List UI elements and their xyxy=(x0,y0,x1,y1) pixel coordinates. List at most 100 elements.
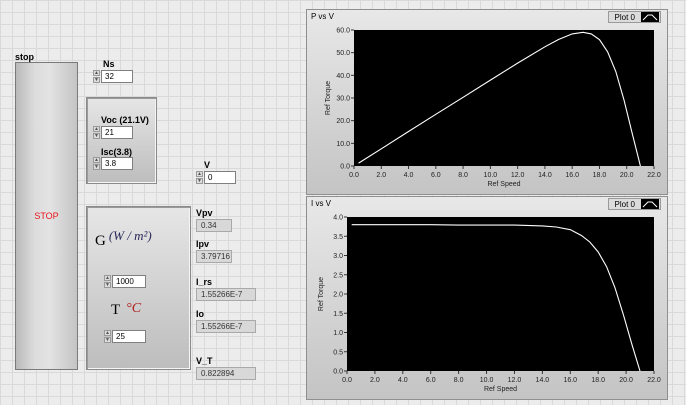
pv-x-tick-label: 4.0 xyxy=(404,172,414,179)
isc-spinner[interactable]: ▲ ▼ xyxy=(93,157,100,170)
pv-x-tick-label: 20.0 xyxy=(620,172,634,179)
iv-x-axis-label: Ref Speed xyxy=(484,386,517,393)
stop-label: stop xyxy=(15,52,34,62)
pv-plot-area[interactable] xyxy=(354,30,654,166)
pv-x-tick-label: 12.0 xyxy=(511,172,525,179)
pv-y-tick-label: 60.0 xyxy=(336,28,350,35)
ipv-indicator: 3.79716 xyxy=(196,250,232,263)
isc-label: Isc(3.8) xyxy=(101,147,133,157)
v-input[interactable] xyxy=(204,171,236,184)
decrement-icon[interactable]: ▼ xyxy=(93,133,100,139)
voc-label: Voc (21.1V) xyxy=(101,115,149,125)
iv-x-tick-label: 10.0 xyxy=(480,377,494,384)
pv-y-tick-label: 20.0 xyxy=(336,118,350,125)
pv-x-tick-label: 22.0 xyxy=(647,172,661,179)
ipv-label: Ipv xyxy=(196,239,210,249)
t-input[interactable] xyxy=(112,330,146,343)
g-unit: (W / m²) xyxy=(108,228,152,243)
pv-legend-label: Plot 0 xyxy=(614,12,635,22)
iv-y-tick-label: 1.5 xyxy=(333,311,343,318)
iv-y-tick-label: 3.5 xyxy=(333,234,343,241)
isc-control: ▲ ▼ xyxy=(93,157,133,170)
increment-icon[interactable]: ▲ xyxy=(196,171,203,177)
t-spinner[interactable]: ▲ ▼ xyxy=(104,330,111,343)
iv-x-tick-label: 12.0 xyxy=(508,377,522,384)
stop-button-text: STOP xyxy=(34,211,59,221)
ns-input[interactable] xyxy=(101,70,133,83)
vpv-indicator: 0.34 xyxy=(196,219,232,232)
irradiance-heading: G (W / m²) xyxy=(95,228,152,250)
iv-y-tick-label: 0.5 xyxy=(333,349,343,356)
i-rs-label: I_rs xyxy=(196,277,213,287)
iv-plot-area[interactable] xyxy=(347,217,654,371)
iv-x-tick-label: 0.0 xyxy=(342,377,352,384)
g-control: ▲ ▼ xyxy=(104,275,146,288)
pv-x-tick-label: 18.0 xyxy=(593,172,607,179)
io-label: Io xyxy=(196,309,204,319)
increment-icon[interactable]: ▲ xyxy=(104,330,111,336)
increment-icon[interactable]: ▲ xyxy=(93,70,100,76)
pv-chart-svg: 0.0 2.0 4.0 6.0 8.0 10.0 12.0 14.0 16.0 18.0 20.0 2… xyxy=(325,28,661,189)
ns-spinner[interactable]: ▲ ▼ xyxy=(93,70,100,83)
g-spinner[interactable]: ▲ ▼ xyxy=(104,275,111,288)
iv-x-tick-label: 2.0 xyxy=(370,377,380,384)
t-control: ▲ ▼ xyxy=(104,330,146,343)
iv-y-axis-label: Ref Torque xyxy=(318,277,325,311)
v-label: V xyxy=(204,160,211,170)
iv-legend-label: Plot 0 xyxy=(614,199,635,209)
voc-input[interactable] xyxy=(101,126,133,139)
iv-plot-legend[interactable]: Plot 0 xyxy=(607,198,661,210)
iv-x-tick-label: 6.0 xyxy=(426,377,436,384)
iv-y-tick-label: 4.0 xyxy=(333,215,343,222)
isc-input[interactable] xyxy=(101,157,133,170)
pv-x-tick-label: 0.0 xyxy=(349,172,359,179)
voc-spinner[interactable]: ▲ ▼ xyxy=(93,126,100,139)
iv-x-tick-label: 8.0 xyxy=(454,377,464,384)
iv-x-tick-label: 16.0 xyxy=(563,377,577,384)
iv-series-line-0 xyxy=(351,224,641,372)
pv-plot-legend[interactable]: Plot 0 xyxy=(607,11,661,23)
decrement-icon[interactable]: ▼ xyxy=(104,282,111,288)
iv-y-tick-label: 3.0 xyxy=(333,253,343,260)
pv-y-tick-label: 40.0 xyxy=(336,73,350,80)
v-spinner[interactable]: ▲ ▼ xyxy=(196,171,203,184)
decrement-icon[interactable]: ▼ xyxy=(196,178,203,184)
increment-icon[interactable]: ▲ xyxy=(104,275,111,281)
iv-graph-title: I vs V xyxy=(311,199,332,208)
decrement-icon[interactable]: ▼ xyxy=(93,77,100,83)
iv-graph: I vs V Plot 0 0.0 2.0 4.0 6.0 8.0 10.0 12.0 14.… xyxy=(306,196,668,400)
voc-control: ▲ ▼ xyxy=(93,126,133,139)
pv-x-tick-label: 14.0 xyxy=(538,172,552,179)
increment-icon[interactable]: ▲ xyxy=(93,126,100,132)
pv-y-tick-label: 50.0 xyxy=(336,50,350,57)
pv-x-tick-label: 2.0 xyxy=(376,172,386,179)
increment-icon[interactable]: ▲ xyxy=(93,157,100,163)
v-t-label: V_T xyxy=(196,356,213,366)
ns-control: ▲ ▼ xyxy=(93,70,133,83)
pv-graph-title: P vs V xyxy=(311,12,334,21)
v-t-indicator: 0.822894 xyxy=(196,367,256,380)
voc-isc-panel xyxy=(86,97,157,184)
iv-x-tick-label: 22.0 xyxy=(647,377,661,384)
pv-graph: P vs V Plot 0 0.0 2.0 4.0 6.0 8.0 10.0 12.0 14.… xyxy=(306,9,668,195)
iv-y-tick-label: 2.5 xyxy=(333,272,343,279)
stop-button[interactable]: STOP xyxy=(15,62,78,370)
iv-x-tick-label: 20.0 xyxy=(619,377,633,384)
pv-y-tick-label: 30.0 xyxy=(336,96,350,103)
plot-swatch-icon xyxy=(641,199,659,209)
t-unit: °C xyxy=(126,301,142,316)
iv-x-tick-label: 4.0 xyxy=(398,377,408,384)
t-symbol: T xyxy=(111,302,121,318)
ns-label: Ns xyxy=(103,59,115,69)
pv-x-axis-label: Ref Speed xyxy=(487,181,520,188)
pv-y-tick-label: 10.0 xyxy=(336,141,350,148)
pv-x-tick-label: 16.0 xyxy=(565,172,579,179)
vpv-label: Vpv xyxy=(196,208,213,218)
iv-y-tick-label: 1.0 xyxy=(333,330,343,337)
g-input[interactable] xyxy=(112,275,146,288)
pv-y-tick-label: 0.0 xyxy=(340,164,350,171)
decrement-icon[interactable]: ▼ xyxy=(93,164,100,170)
io-indicator: 1.55266E-7 xyxy=(196,320,256,333)
decrement-icon[interactable]: ▼ xyxy=(104,337,111,343)
plot-swatch-icon xyxy=(641,12,659,22)
